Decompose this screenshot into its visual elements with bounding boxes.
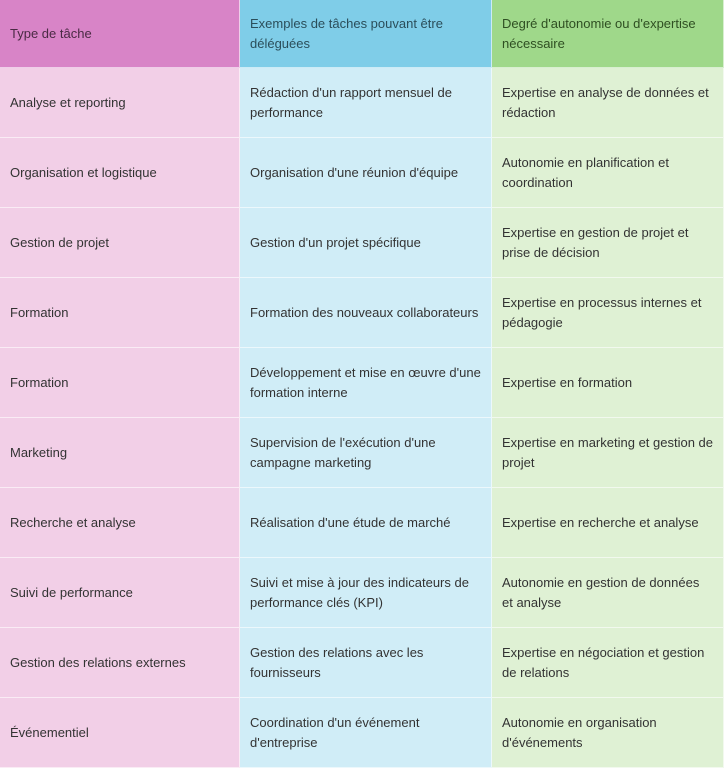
table-row: Événementiel Coordination d'un événement… [0, 698, 724, 768]
cell-autonomy: Expertise en négociation et gestion de r… [492, 628, 724, 698]
table-row: Gestion des relations externes Gestion d… [0, 628, 724, 698]
cell-example: Organisation d'une réunion d'équipe [240, 138, 492, 208]
cell-example: Coordination d'un événement d'entreprise [240, 698, 492, 768]
cell-type: Organisation et logistique [0, 138, 240, 208]
table-row: Recherche et analyse Réalisation d'une é… [0, 488, 724, 558]
cell-type: Recherche et analyse [0, 488, 240, 558]
table-row: Organisation et logistique Organisation … [0, 138, 724, 208]
cell-autonomy: Expertise en gestion de projet et prise … [492, 208, 724, 278]
cell-type: Marketing [0, 418, 240, 488]
table-row: Suivi de performance Suivi et mise à jou… [0, 558, 724, 628]
column-header-type: Type de tâche [0, 0, 240, 68]
cell-example: Rédaction d'un rapport mensuel de perfor… [240, 68, 492, 138]
cell-autonomy: Autonomie en planification et coordinati… [492, 138, 724, 208]
cell-autonomy: Expertise en marketing et gestion de pro… [492, 418, 724, 488]
table-row: Formation Développement et mise en œuvre… [0, 348, 724, 418]
cell-example: Supervision de l'exécution d'une campagn… [240, 418, 492, 488]
cell-example: Développement et mise en œuvre d'une for… [240, 348, 492, 418]
cell-example: Gestion des relations avec les fournisse… [240, 628, 492, 698]
column-header-examples: Exemples de tâches pouvant être déléguée… [240, 0, 492, 68]
delegation-table: Type de tâche Exemples de tâches pouvant… [0, 0, 724, 768]
cell-autonomy: Expertise en analyse de données et rédac… [492, 68, 724, 138]
cell-autonomy: Expertise en recherche et analyse [492, 488, 724, 558]
table-body: Analyse et reporting Rédaction d'un rapp… [0, 68, 724, 768]
cell-example: Réalisation d'une étude de marché [240, 488, 492, 558]
cell-autonomy: Expertise en processus internes et pédag… [492, 278, 724, 348]
cell-autonomy: Autonomie en gestion de données et analy… [492, 558, 724, 628]
cell-type: Gestion des relations externes [0, 628, 240, 698]
table-row: Analyse et reporting Rédaction d'un rapp… [0, 68, 724, 138]
cell-type: Événementiel [0, 698, 240, 768]
cell-type: Formation [0, 348, 240, 418]
table-row: Formation Formation des nouveaux collabo… [0, 278, 724, 348]
table-header-row: Type de tâche Exemples de tâches pouvant… [0, 0, 724, 68]
table-row: Marketing Supervision de l'exécution d'u… [0, 418, 724, 488]
cell-type: Formation [0, 278, 240, 348]
cell-example: Suivi et mise à jour des indicateurs de … [240, 558, 492, 628]
cell-example: Gestion d'un projet spécifique [240, 208, 492, 278]
column-header-autonomy: Degré d'autonomie ou d'expertise nécessa… [492, 0, 724, 68]
cell-type: Suivi de performance [0, 558, 240, 628]
cell-example: Formation des nouveaux collaborateurs [240, 278, 492, 348]
cell-autonomy: Expertise en formation [492, 348, 724, 418]
table-row: Gestion de projet Gestion d'un projet sp… [0, 208, 724, 278]
cell-type: Gestion de projet [0, 208, 240, 278]
cell-type: Analyse et reporting [0, 68, 240, 138]
cell-autonomy: Autonomie en organisation d'événements [492, 698, 724, 768]
